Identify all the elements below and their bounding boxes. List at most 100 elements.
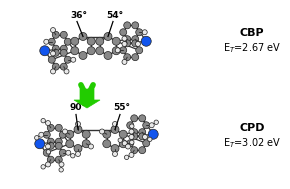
Circle shape — [103, 140, 111, 148]
Polygon shape — [74, 89, 100, 108]
Circle shape — [59, 149, 66, 156]
Circle shape — [41, 165, 45, 169]
Circle shape — [64, 69, 69, 74]
Circle shape — [112, 37, 120, 45]
Circle shape — [46, 162, 50, 167]
Circle shape — [71, 47, 79, 55]
Circle shape — [122, 141, 127, 146]
Circle shape — [124, 155, 129, 160]
Circle shape — [87, 47, 95, 55]
Circle shape — [41, 119, 45, 123]
Circle shape — [75, 152, 81, 156]
Circle shape — [35, 136, 39, 140]
Circle shape — [127, 122, 134, 129]
Circle shape — [43, 149, 50, 156]
Circle shape — [113, 152, 117, 156]
Circle shape — [47, 124, 54, 131]
Circle shape — [59, 162, 64, 167]
Circle shape — [79, 51, 87, 60]
Circle shape — [50, 69, 55, 74]
Circle shape — [112, 47, 120, 55]
Circle shape — [149, 123, 154, 128]
Circle shape — [119, 130, 127, 138]
Circle shape — [143, 140, 150, 147]
Circle shape — [39, 132, 44, 137]
Circle shape — [122, 36, 127, 41]
Circle shape — [66, 150, 71, 155]
Circle shape — [55, 124, 62, 131]
Circle shape — [60, 49, 67, 56]
Circle shape — [52, 63, 59, 70]
Circle shape — [131, 147, 138, 154]
Circle shape — [122, 60, 127, 64]
Text: 54°: 54° — [106, 11, 124, 19]
Circle shape — [131, 133, 138, 140]
Circle shape — [139, 147, 146, 154]
Circle shape — [43, 131, 50, 138]
Circle shape — [74, 125, 82, 133]
Circle shape — [87, 37, 95, 45]
Circle shape — [124, 54, 131, 61]
Text: E$_T$=2.67 eV: E$_T$=2.67 eV — [223, 41, 281, 55]
Circle shape — [126, 144, 130, 149]
Circle shape — [141, 36, 151, 46]
Circle shape — [60, 31, 67, 38]
Circle shape — [124, 36, 131, 43]
Circle shape — [48, 38, 55, 45]
Text: CBP: CBP — [240, 28, 264, 38]
Circle shape — [111, 145, 119, 153]
Text: 55°: 55° — [113, 104, 130, 112]
Circle shape — [99, 129, 104, 134]
Circle shape — [118, 138, 122, 143]
Circle shape — [66, 130, 74, 138]
Circle shape — [127, 140, 134, 147]
Circle shape — [48, 56, 55, 63]
Circle shape — [129, 129, 134, 134]
Circle shape — [55, 138, 62, 145]
Circle shape — [35, 139, 45, 149]
Circle shape — [47, 142, 54, 149]
Circle shape — [47, 138, 54, 145]
Circle shape — [135, 41, 140, 46]
Circle shape — [64, 56, 71, 63]
Circle shape — [120, 47, 127, 54]
Circle shape — [111, 125, 119, 133]
Circle shape — [104, 51, 112, 60]
Circle shape — [131, 129, 138, 136]
Circle shape — [50, 28, 55, 33]
Circle shape — [96, 47, 104, 55]
Circle shape — [119, 140, 127, 148]
Circle shape — [74, 145, 82, 153]
Circle shape — [44, 39, 49, 44]
Circle shape — [148, 129, 158, 139]
Circle shape — [124, 40, 131, 47]
Circle shape — [142, 30, 147, 35]
Circle shape — [154, 120, 158, 124]
Circle shape — [113, 122, 117, 126]
Circle shape — [50, 51, 55, 56]
Circle shape — [82, 140, 90, 148]
Circle shape — [142, 134, 148, 139]
Circle shape — [64, 38, 71, 45]
Circle shape — [59, 131, 66, 138]
Circle shape — [136, 47, 143, 54]
Text: E$_T$=3.02 eV: E$_T$=3.02 eV — [223, 136, 281, 150]
Circle shape — [46, 121, 50, 125]
Circle shape — [131, 115, 138, 122]
Circle shape — [148, 137, 152, 142]
Circle shape — [139, 115, 146, 122]
Circle shape — [120, 29, 127, 36]
Circle shape — [70, 153, 75, 158]
Circle shape — [75, 122, 81, 126]
Circle shape — [139, 133, 146, 140]
Circle shape — [103, 130, 111, 138]
Circle shape — [130, 140, 134, 145]
Circle shape — [55, 156, 62, 163]
Text: 90°: 90° — [70, 104, 86, 112]
Circle shape — [132, 54, 139, 61]
Circle shape — [132, 36, 139, 43]
Circle shape — [88, 144, 93, 149]
Text: CPD: CPD — [239, 123, 265, 133]
Circle shape — [63, 129, 68, 134]
Circle shape — [122, 41, 127, 46]
